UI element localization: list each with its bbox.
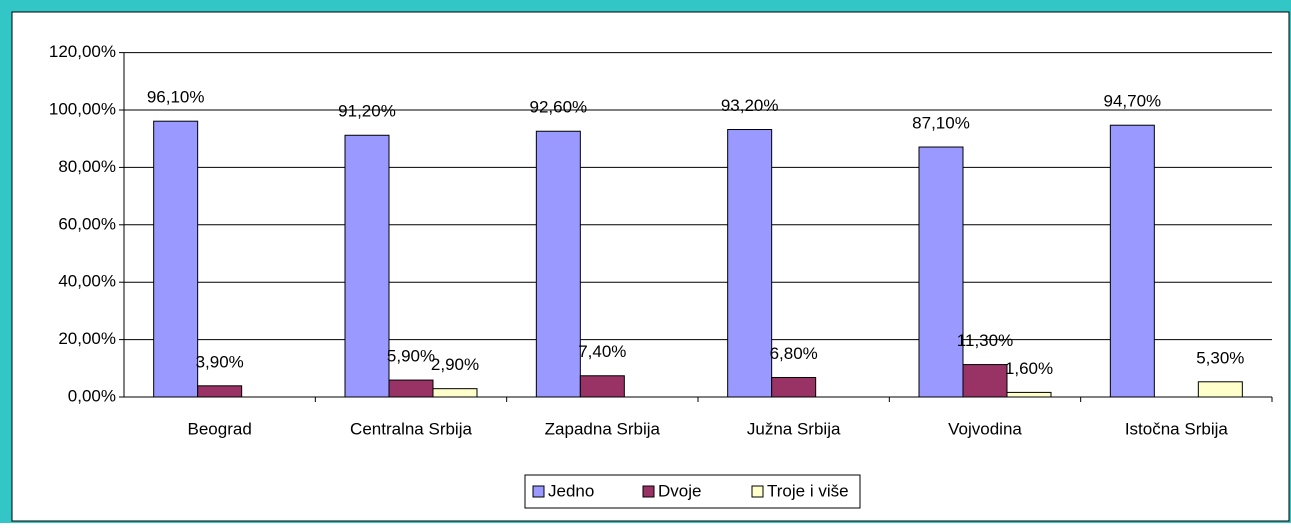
y-tick-label: 80,00% xyxy=(58,157,116,176)
bar xyxy=(535,130,581,398)
data-label: 5,30% xyxy=(1196,348,1244,367)
bar xyxy=(388,379,434,398)
x-tick-label: Zapadna Srbija xyxy=(545,419,661,438)
data-label: 11,30% xyxy=(957,331,1013,350)
bar xyxy=(962,364,1008,398)
bar xyxy=(344,134,390,398)
x-tick-label: Beograd xyxy=(188,419,252,438)
legend-swatch xyxy=(642,485,655,498)
data-label: 93,20% xyxy=(721,96,779,115)
data-label: 87,10% xyxy=(912,114,970,133)
bar xyxy=(918,146,964,398)
y-tick-label: 40,00% xyxy=(58,272,116,291)
chart-area xyxy=(11,11,1290,522)
data-label: 5,90% xyxy=(387,347,435,366)
y-tick-label: 0,00% xyxy=(68,386,116,405)
bar xyxy=(197,385,243,398)
bar xyxy=(727,129,773,398)
data-label: 6,80% xyxy=(770,344,818,363)
y-tick-label: 100,00% xyxy=(49,99,116,118)
bar xyxy=(432,388,478,398)
data-label: 92,60% xyxy=(529,98,587,117)
legend-label: Dvoje xyxy=(658,481,701,500)
bar xyxy=(1109,124,1155,398)
bar xyxy=(1006,391,1052,398)
x-tick-label: Vojvodina xyxy=(948,419,1022,438)
bar xyxy=(771,376,817,398)
legend-swatch xyxy=(751,485,764,498)
data-label: 7,40% xyxy=(578,342,626,361)
data-label: 94,70% xyxy=(1103,92,1161,111)
y-tick-label: 60,00% xyxy=(58,214,116,233)
data-label: 2,90% xyxy=(431,355,479,374)
bar xyxy=(579,375,625,398)
legend-label: Troje i više xyxy=(767,481,849,500)
legend-box xyxy=(524,474,861,509)
y-tick-label: 120,00% xyxy=(49,42,116,61)
legend-swatch xyxy=(532,485,545,498)
y-tick-label: 20,00% xyxy=(58,329,116,348)
data-label: 3,90% xyxy=(196,352,244,371)
data-label: 91,20% xyxy=(338,102,396,121)
x-tick-label: Istočna Srbija xyxy=(1125,419,1229,438)
x-tick-label: Južna Srbija xyxy=(747,419,841,438)
x-tick-label: Centralna Srbija xyxy=(350,419,472,438)
legend-label: Jedno xyxy=(548,481,594,500)
data-label: 96,10% xyxy=(147,88,205,107)
data-label: 1,60% xyxy=(1005,359,1053,378)
bar xyxy=(153,120,199,398)
bar xyxy=(1197,381,1243,398)
